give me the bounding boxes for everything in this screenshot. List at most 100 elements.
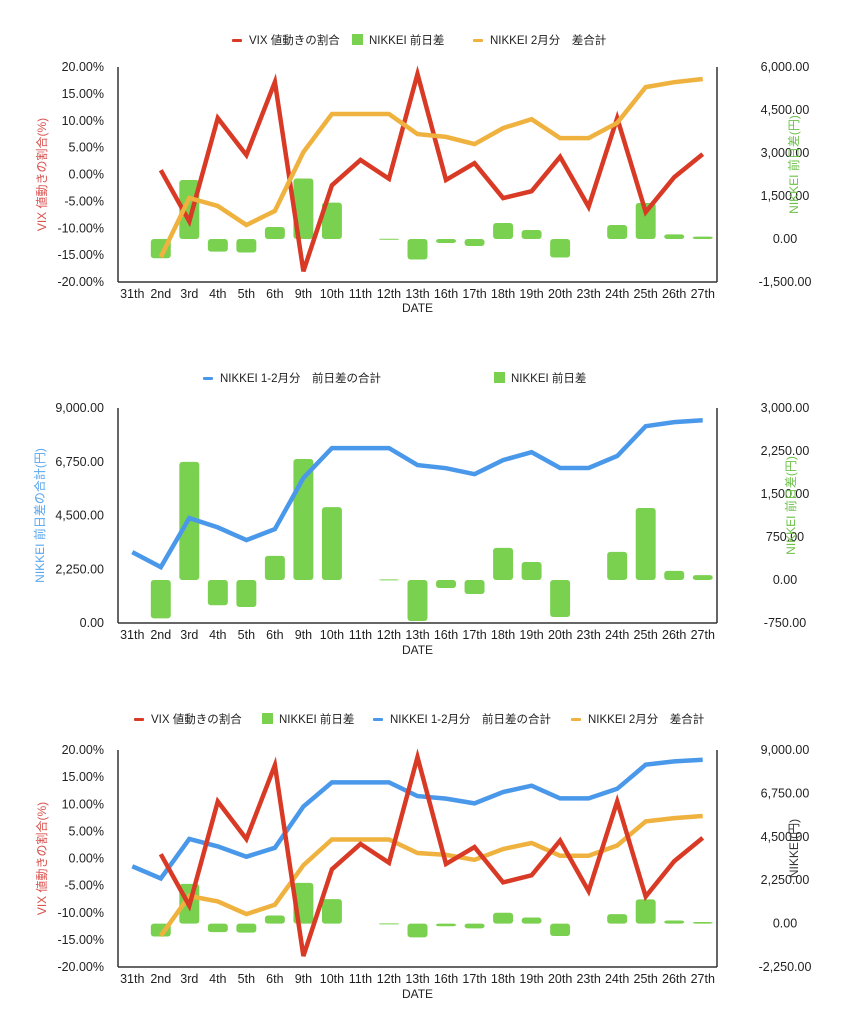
bar-20th (550, 924, 570, 936)
x-tick-label: 19th (519, 628, 543, 642)
x-tick-label: 11th (349, 628, 372, 642)
y2-tick-label: 0.00 (773, 573, 797, 587)
legend-item: VIX 値動きの割合 (232, 33, 340, 47)
chart-3-svg: VIX 値動きの割合 NIKKEI 前日差 NIKKEI 1-2月分 前日差の合計 N… (0, 680, 845, 1024)
y-tick-label: -10.00% (57, 906, 104, 920)
x-tick-label: 3rd (180, 972, 198, 986)
bar-5th (236, 580, 256, 607)
y2-tick-label: 0.00 (773, 232, 797, 246)
bar-20th (550, 239, 570, 257)
y-tick-label: 15.00% (62, 770, 104, 784)
bar-4th (208, 239, 228, 252)
bar-18th (493, 548, 513, 580)
y-tick-label: 0.00% (69, 168, 104, 182)
y2-tick-label: 3,000.00 (761, 401, 810, 415)
y-tick-label: 5.00% (69, 141, 104, 155)
bar-26th (664, 234, 684, 239)
bar-26th (664, 921, 684, 924)
x-tick-label: 17th (462, 628, 486, 642)
bar-13th (408, 239, 428, 259)
legend-swatch-line (203, 377, 213, 380)
bar-19th (522, 918, 542, 924)
bar-4th (208, 580, 228, 605)
x-axis-title: DATE (402, 301, 433, 315)
x-tick-label: 27th (691, 972, 715, 986)
legend-label: VIX 値動きの割合 (249, 33, 340, 47)
x-tick-label: 17th (462, 287, 486, 301)
x-tick-label: 19th (519, 972, 543, 986)
legend-label: VIX 値動きの割合 (151, 712, 242, 726)
legend-item: NIKKEI 前日差 (494, 371, 586, 385)
x-tick-label: 4th (209, 972, 226, 986)
y-tick-label: 9,000.00 (55, 401, 104, 415)
x-tick-label: 10th (320, 628, 344, 642)
bar-5th (236, 239, 256, 252)
legend-label: NIKKEI 前日差 (369, 33, 444, 47)
x-tick-label: 10th (320, 972, 344, 986)
x-tick-label: 24th (605, 287, 629, 301)
legend-swatch-line (473, 39, 483, 42)
legend-item: NIKKEI 前日差 (352, 33, 444, 47)
y2-axis-title: NIKKEI(円) (787, 819, 801, 878)
x-tick-label: 11th (349, 287, 372, 301)
y2-axis-title: NIKKEI 前日差(円) (786, 115, 801, 214)
y2-tick-label: 2,250.00 (761, 444, 810, 458)
bar-16th (436, 239, 456, 243)
x-tick-label: 27th (691, 628, 715, 642)
x-tick-label: 25th (634, 628, 658, 642)
y-tick-label: -15.00% (57, 933, 104, 947)
legend-swatch-line (373, 718, 383, 721)
chart-vix-nikkei-feb: VIX 値動きの割合 NIKKEI 前日差 NIKKEI 2月分 差合計 20.00%… (0, 0, 845, 340)
x-tick-label: 20th (548, 287, 572, 301)
bar-24th (607, 552, 627, 580)
legend-item: NIKKEI 1-2月分 前日差の合計 (373, 712, 551, 726)
legend: VIX 値動きの割合 NIKKEI 前日差 NIKKEI 1-2月分 前日差の合計 N… (134, 712, 704, 726)
x-tick-label: 25th (634, 972, 658, 986)
y-tick-label: 10.00% (62, 114, 104, 128)
legend: NIKKEI 1-2月分 前日差の合計 NIKKEI 前日差 (203, 371, 586, 385)
y-axis-title: VIX 値動きの割合(%) (34, 118, 49, 231)
x-tick-label: 17th (462, 972, 486, 986)
bar-13th (408, 580, 428, 621)
line-series-jan_feb_total (132, 420, 703, 567)
bar-18th (493, 223, 513, 239)
bar-series (151, 459, 713, 621)
x-tick-label: 6th (266, 287, 283, 301)
bar-16th (436, 924, 456, 927)
bar-12th (379, 923, 399, 924)
x-tick-label: 13th (405, 628, 429, 642)
line-jan_feb_total (132, 760, 702, 879)
x-tick-label: 31th (120, 972, 144, 986)
y-tick-label: 0.00% (69, 852, 104, 866)
x-tick-label: 16th (434, 972, 458, 986)
x-tick-label: 5th (238, 628, 255, 642)
x-tick-label: 23th (576, 628, 600, 642)
y2-tick-label: -1,500.00 (759, 275, 812, 289)
y2-tick-label: 0.00 (773, 917, 797, 931)
y-tick-label: -20.00% (57, 960, 104, 974)
bar-2nd (151, 580, 171, 618)
x-tick-label: 2nd (150, 972, 171, 986)
x-tick-label: 6th (266, 972, 283, 986)
bar-19th (522, 230, 542, 239)
x-tick-label: 18th (491, 972, 515, 986)
x-tick-label: 4th (209, 287, 226, 301)
x-tick-label: 5th (238, 287, 255, 301)
bar-17th (465, 580, 485, 594)
x-tick-label: 23th (576, 972, 600, 986)
bar-20th (550, 580, 570, 617)
y2-tick-label: 4,500.00 (761, 830, 810, 844)
x-tick-label: 3rd (180, 628, 198, 642)
legend-label: NIKKEI 2月分 差合計 (588, 712, 704, 726)
x-tick-label: 2nd (150, 287, 171, 301)
legend-swatch-bar (352, 34, 363, 45)
bar-10th (322, 899, 342, 923)
y-tick-label: 20.00% (62, 60, 104, 74)
bar-12th (379, 239, 399, 240)
legend-item: NIKKEI 2月分 差合計 (473, 33, 606, 47)
x-tick-label: 6th (266, 628, 283, 642)
bar-17th (465, 239, 485, 246)
legend-item: NIKKEI 前日差 (262, 712, 354, 726)
legend-item: NIKKEI 1-2月分 前日差の合計 (203, 371, 381, 385)
